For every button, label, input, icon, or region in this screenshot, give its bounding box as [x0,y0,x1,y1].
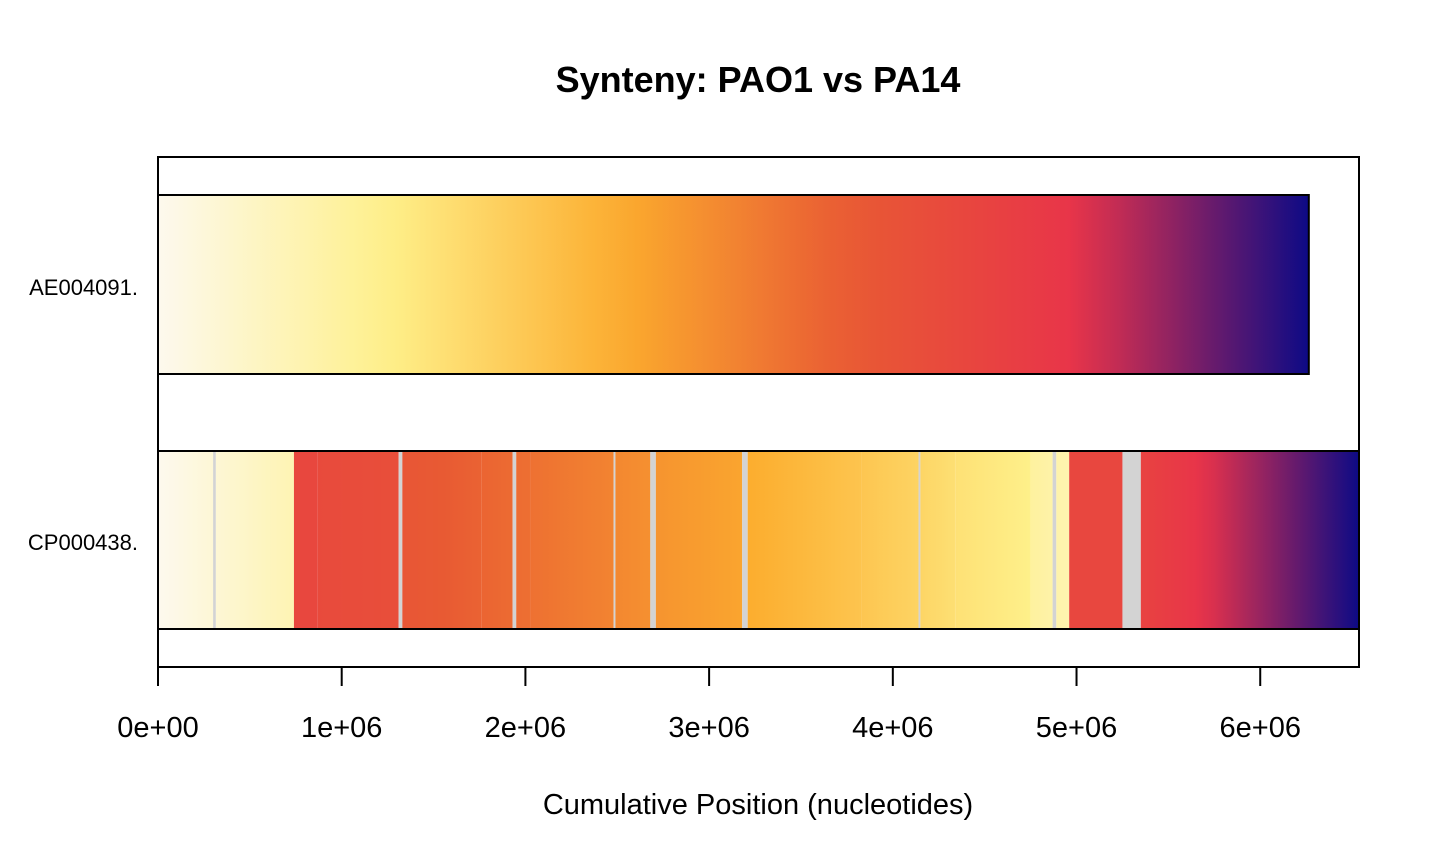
unaligned-gap [1052,451,1057,629]
synteny-block [293,451,318,629]
x-tick-label: 4e+06 [852,712,933,744]
synteny-block [215,451,294,629]
x-tick-label: 1e+06 [301,712,382,744]
genome-label-ae004091: AE004091. [29,275,138,300]
synteny-block [516,451,531,629]
unaligned-gap [742,451,748,629]
synteny-block [481,451,513,629]
unaligned-gap [213,451,216,629]
x-tick-label: 3e+06 [668,712,749,744]
synteny-block [955,451,1031,629]
synteny-block [1140,451,1359,629]
unaligned-gap [398,451,403,629]
unaligned-gap [512,451,517,629]
x-axis: 0e+00 1e+06 2e+06 3e+06 4e+06 5e+06 6e+06 [117,666,1301,744]
x-tick-label: 0e+00 [117,712,198,744]
synteny-block [655,451,743,629]
chart-title: Synteny: PAO1 vs PA14 [556,59,961,100]
unaligned-gap [1122,451,1141,629]
unaligned-gap [918,451,921,629]
synteny-block [530,451,614,629]
x-axis-label: Cumulative Position (nucleotides) [543,789,973,821]
synteny-block [1056,451,1070,629]
x-tick-label: 2e+06 [485,712,566,744]
genome-label-cp000438: CP000438. [28,530,138,555]
unaligned-gap [613,451,616,629]
x-tick-label: 6e+06 [1220,712,1301,744]
synteny-block [1030,451,1053,629]
synteny-block [402,451,482,629]
synteny-block [158,451,214,629]
plot-area: AE004091. CP000438. [28,194,1360,630]
x-tick-label: 5e+06 [1036,712,1117,744]
unaligned-gap [650,451,656,629]
synteny-block [920,451,956,629]
synteny-block [317,451,399,629]
genome-bar-ae004091 [158,195,1309,374]
synteny-block [747,451,862,629]
synteny-block [615,451,651,629]
synteny-block [861,451,919,629]
synteny-block [1069,451,1123,629]
